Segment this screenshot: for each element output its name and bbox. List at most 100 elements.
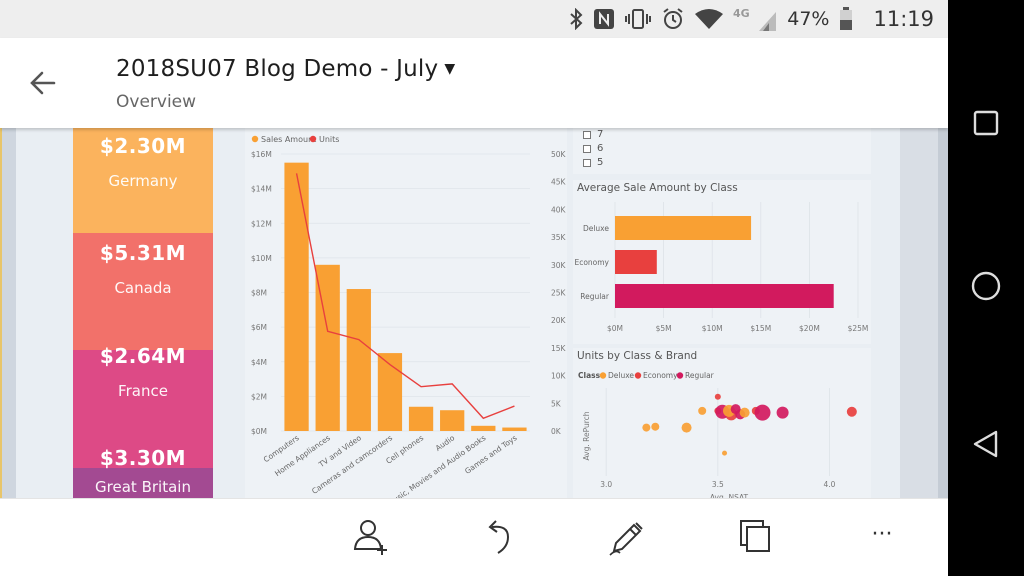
sales-bar bbox=[346, 289, 371, 431]
page-name: Overview bbox=[116, 92, 197, 112]
tile-amount: $5.31M bbox=[99, 241, 187, 265]
scatter-point bbox=[846, 406, 857, 417]
units-scatter-card[interactable]: Units by Class & Brand Class Deluxe Econom… bbox=[573, 348, 871, 498]
x-tick-label: $25M bbox=[848, 324, 869, 333]
slicer-item-label: 5 bbox=[597, 157, 604, 168]
undo-icon bbox=[488, 520, 510, 554]
avg-sale-bar bbox=[615, 284, 834, 308]
report-canvas[interactable]: $2.30M Germany $5.31M Canada $2.64M Fran… bbox=[0, 128, 948, 498]
sales-bar bbox=[408, 406, 434, 431]
units-line bbox=[295, 173, 515, 420]
slicer-checkbox[interactable] bbox=[583, 144, 591, 153]
signal-icon: 4G bbox=[733, 6, 777, 32]
pen-icon bbox=[609, 522, 643, 556]
y-right-tick-label: 5K bbox=[551, 399, 562, 408]
tile-great-britain[interactable]: $3.30M Great Britain bbox=[73, 446, 213, 498]
tile-country: France bbox=[118, 382, 168, 400]
scatter-point bbox=[651, 422, 660, 431]
y-left-tick-label: $4M bbox=[251, 358, 267, 367]
tile-country: Germany bbox=[108, 172, 178, 190]
tile-france[interactable]: $2.64M France bbox=[73, 344, 213, 468]
undo-button[interactable] bbox=[478, 515, 522, 559]
legend-marker bbox=[309, 135, 317, 143]
back-arrow-icon bbox=[30, 71, 56, 95]
scatter-point bbox=[681, 422, 692, 433]
y-left-tick-label: $6M bbox=[251, 323, 267, 332]
vertical-scrollbar[interactable] bbox=[938, 128, 948, 498]
avg-sale-amount-bar-chart: $0M $5M $10M $15M $20M $25M Deluxe Economy Regul… bbox=[574, 202, 869, 333]
scatter-point bbox=[776, 406, 789, 419]
add-person-icon bbox=[353, 520, 387, 555]
category-label: Economy bbox=[574, 258, 609, 267]
recents-square-icon bbox=[973, 110, 999, 136]
units-by-class-scatter-chart: Class Deluxe Economy Regular Avg. RePurch 3.0… bbox=[578, 371, 857, 498]
legend-label: Regular bbox=[685, 371, 715, 380]
avg-sale-chart-title: Average Sale Amount by Class bbox=[577, 182, 738, 194]
slicer-item[interactable]: 5 bbox=[583, 157, 603, 168]
tile-country: Great Britain bbox=[95, 478, 191, 496]
avg-sale-chart-card[interactable]: Average Sale Amount by Class $0M $5M $10M $… bbox=[573, 180, 871, 344]
nav-back-button[interactable] bbox=[966, 424, 1006, 464]
sales-bar bbox=[502, 427, 527, 431]
y-right-tick-label: 40K bbox=[551, 205, 567, 214]
sales-units-chart-card[interactable]: Sales Amount Units $0M $2M $4M $6M $8M $10M $12M… bbox=[245, 128, 567, 498]
app-bar: 2018SU07 Blog Demo - July ▼ Overview bbox=[0, 38, 948, 128]
slicer-item[interactable]: 7 bbox=[583, 129, 603, 140]
tile-country: Canada bbox=[114, 279, 172, 297]
tile-germany[interactable]: $2.30M Germany bbox=[73, 128, 213, 233]
legend-label: Units bbox=[319, 135, 339, 144]
wifi-icon bbox=[695, 8, 724, 30]
y-right-tick-label: 20K bbox=[551, 316, 567, 325]
annotate-button[interactable] bbox=[606, 515, 650, 559]
y-left-tick-label: $14M bbox=[251, 185, 272, 194]
y-right-tick-label: 45K bbox=[551, 178, 567, 187]
y-axis-label: Avg. RePurch bbox=[582, 411, 591, 460]
legend-label: Sales Amount bbox=[261, 135, 316, 144]
vibrate-icon bbox=[625, 8, 652, 30]
report-title-dropdown[interactable]: 2018SU07 Blog Demo - July ▼ bbox=[116, 56, 455, 82]
legend-label: Deluxe bbox=[608, 371, 634, 380]
tile-amount: $2.64M bbox=[99, 344, 187, 368]
x-tick-label: 3.5 bbox=[712, 480, 724, 489]
tile-canada[interactable]: $5.31M Canada bbox=[73, 233, 213, 350]
scatter-chart-title: Units by Class & Brand bbox=[577, 350, 698, 362]
status-clock: 11:19 bbox=[873, 7, 934, 31]
slicer-item[interactable]: 6 bbox=[583, 143, 603, 154]
scatter-point bbox=[714, 393, 721, 400]
legend-marker bbox=[599, 372, 607, 379]
scatter-point bbox=[754, 404, 771, 421]
battery-percent: 47% bbox=[787, 8, 830, 30]
category-label: Audio bbox=[434, 433, 457, 453]
x-tick-label: $5M bbox=[656, 324, 672, 333]
x-tick-label: $15M bbox=[750, 324, 771, 333]
duplicate-button[interactable] bbox=[735, 515, 779, 559]
bottom-toolbar: ··· bbox=[0, 498, 948, 576]
y-right-tick-label: 50K bbox=[551, 150, 567, 159]
scatter-point bbox=[730, 404, 741, 415]
sales-bar bbox=[284, 162, 309, 431]
tile-amount: $3.30M bbox=[99, 446, 187, 470]
home-circle-icon bbox=[971, 271, 1001, 301]
page-edge-marker bbox=[0, 128, 2, 498]
x-axis-label: Avg. NSAT bbox=[710, 493, 749, 498]
slicer-item-label: 7 bbox=[597, 129, 604, 140]
bluetooth-icon bbox=[569, 8, 583, 30]
invite-button[interactable] bbox=[350, 515, 394, 559]
slicer-card: 7 6 5 bbox=[573, 128, 871, 174]
y-left-tick-label: $8M bbox=[251, 289, 267, 298]
slicer-checkbox[interactable] bbox=[583, 130, 591, 139]
android-nav-bar bbox=[948, 0, 1024, 576]
x-tick-label: 3.0 bbox=[600, 480, 612, 489]
more-button[interactable]: ··· bbox=[860, 515, 904, 559]
legend-marker bbox=[676, 372, 684, 379]
home-button[interactable] bbox=[966, 266, 1006, 306]
sales-bar bbox=[471, 425, 496, 431]
avg-sale-bar bbox=[615, 250, 657, 274]
recents-button[interactable] bbox=[966, 104, 1006, 144]
x-tick-label: $0M bbox=[607, 324, 623, 333]
category-label: Home Appliances bbox=[273, 433, 332, 478]
back-button[interactable] bbox=[24, 64, 64, 104]
slicer-checkbox[interactable] bbox=[583, 158, 591, 167]
y-left-tick-label: $10M bbox=[251, 254, 272, 263]
category-label: Regular bbox=[580, 292, 610, 301]
